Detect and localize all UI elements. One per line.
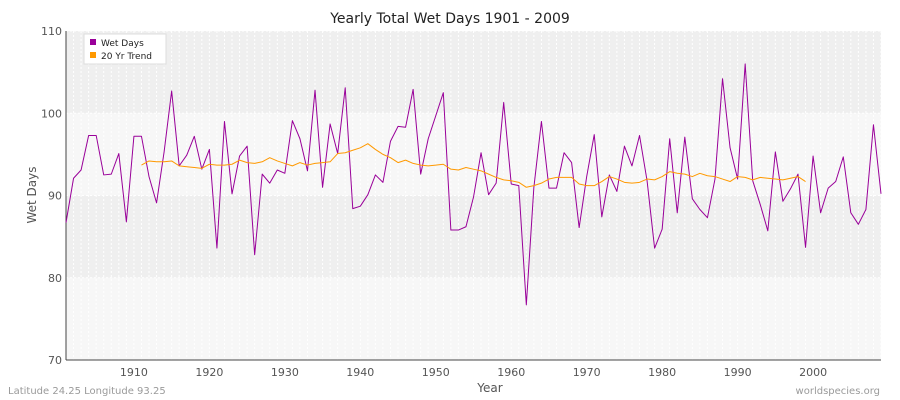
- chart-title: Yearly Total Wet Days 1901 - 2009: [329, 11, 570, 27]
- series-line-wet-days: [65, 63, 882, 306]
- footer-source: worldspecies.org: [796, 386, 880, 397]
- x-tick-label: 1920: [195, 366, 223, 379]
- x-tick-label: 2000: [799, 366, 827, 379]
- x-tick-label: 1950: [422, 366, 450, 379]
- y-axis-label: Wet Days: [25, 166, 39, 223]
- footer-coordinates: Latitude 24.25 Longitude 93.25: [8, 386, 166, 397]
- legend-label-trend: 20 Yr Trend: [101, 52, 152, 62]
- y-tick-label: 70: [48, 354, 62, 367]
- legend-swatch-wet-days: [90, 39, 96, 45]
- y-tick-label: 100: [41, 107, 62, 120]
- x-tick-label: 1930: [271, 366, 299, 379]
- x-tick-label: 1980: [648, 366, 676, 379]
- series-line-20yr-trend: [141, 143, 806, 188]
- y-tick-label: 90: [48, 190, 62, 203]
- x-tick-label: 1970: [573, 366, 601, 379]
- series-group: [65, 63, 882, 306]
- y-tick-labels: 70 80 90 100 110: [41, 25, 62, 367]
- x-tick-label: 1910: [120, 366, 148, 379]
- x-tick-label: 1990: [724, 366, 752, 379]
- y-tick-label: 110: [41, 25, 62, 38]
- y-tick-label: 80: [48, 272, 62, 285]
- x-tick-label: 1940: [346, 366, 374, 379]
- x-tick-labels: 1910 1920 1930 1940 1950 1960 1970 1980 1990 2000: [120, 366, 827, 379]
- legend-label-wet-days: Wet Days: [101, 39, 144, 49]
- legend-box: [83, 33, 167, 65]
- x-tick-label: 1960: [497, 366, 525, 379]
- legend: Wet Days 20 Yr Trend: [83, 33, 167, 65]
- x-axis-label: Year: [476, 381, 502, 395]
- plot-band: [66, 113, 881, 196]
- legend-swatch-trend: [90, 52, 96, 58]
